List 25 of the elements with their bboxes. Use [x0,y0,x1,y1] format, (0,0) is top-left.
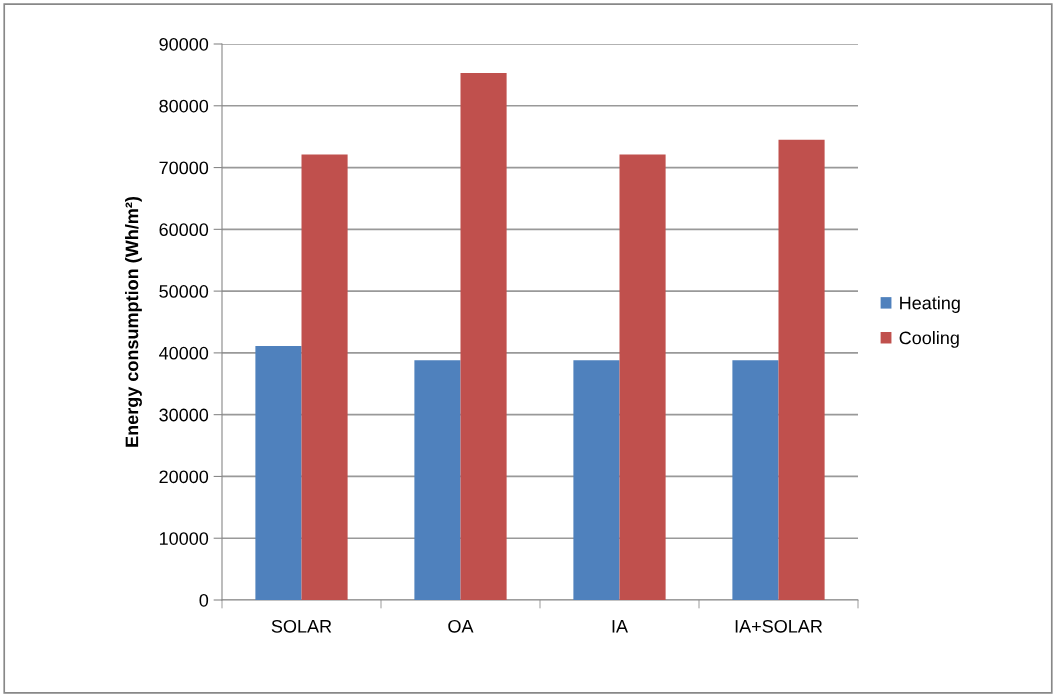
y-tick-label: 60000 [159,223,209,237]
bar [414,360,461,600]
legend-label: Cooling [899,331,959,348]
y-axis-title: Energy consumption (Wh/m²) [125,197,142,447]
bar [732,360,779,600]
y-tick-label: 30000 [159,408,209,422]
bar [573,360,620,600]
y-tick-label: 70000 [159,161,209,175]
x-tick-label: IA+SOLAR [735,619,823,633]
y-tick-label: 20000 [159,470,209,484]
bar [301,154,348,600]
y-tick-label: 50000 [159,285,209,298]
y-tick-label: 0 [199,593,209,607]
y-tick-label: 40000 [159,346,209,360]
legend-label: Heating [900,296,960,313]
bar [619,154,666,600]
y-tick-label: 80000 [159,99,209,113]
x-tick-label: OA [448,619,474,633]
y-tick-label: 90000 [159,37,209,51]
y-tick-label: 10000 [159,532,209,545]
x-tick-label: SOLAR [271,619,332,633]
bar [778,139,825,600]
bar [460,73,507,600]
x-tick-label: IA [612,620,628,633]
bar [255,346,302,600]
